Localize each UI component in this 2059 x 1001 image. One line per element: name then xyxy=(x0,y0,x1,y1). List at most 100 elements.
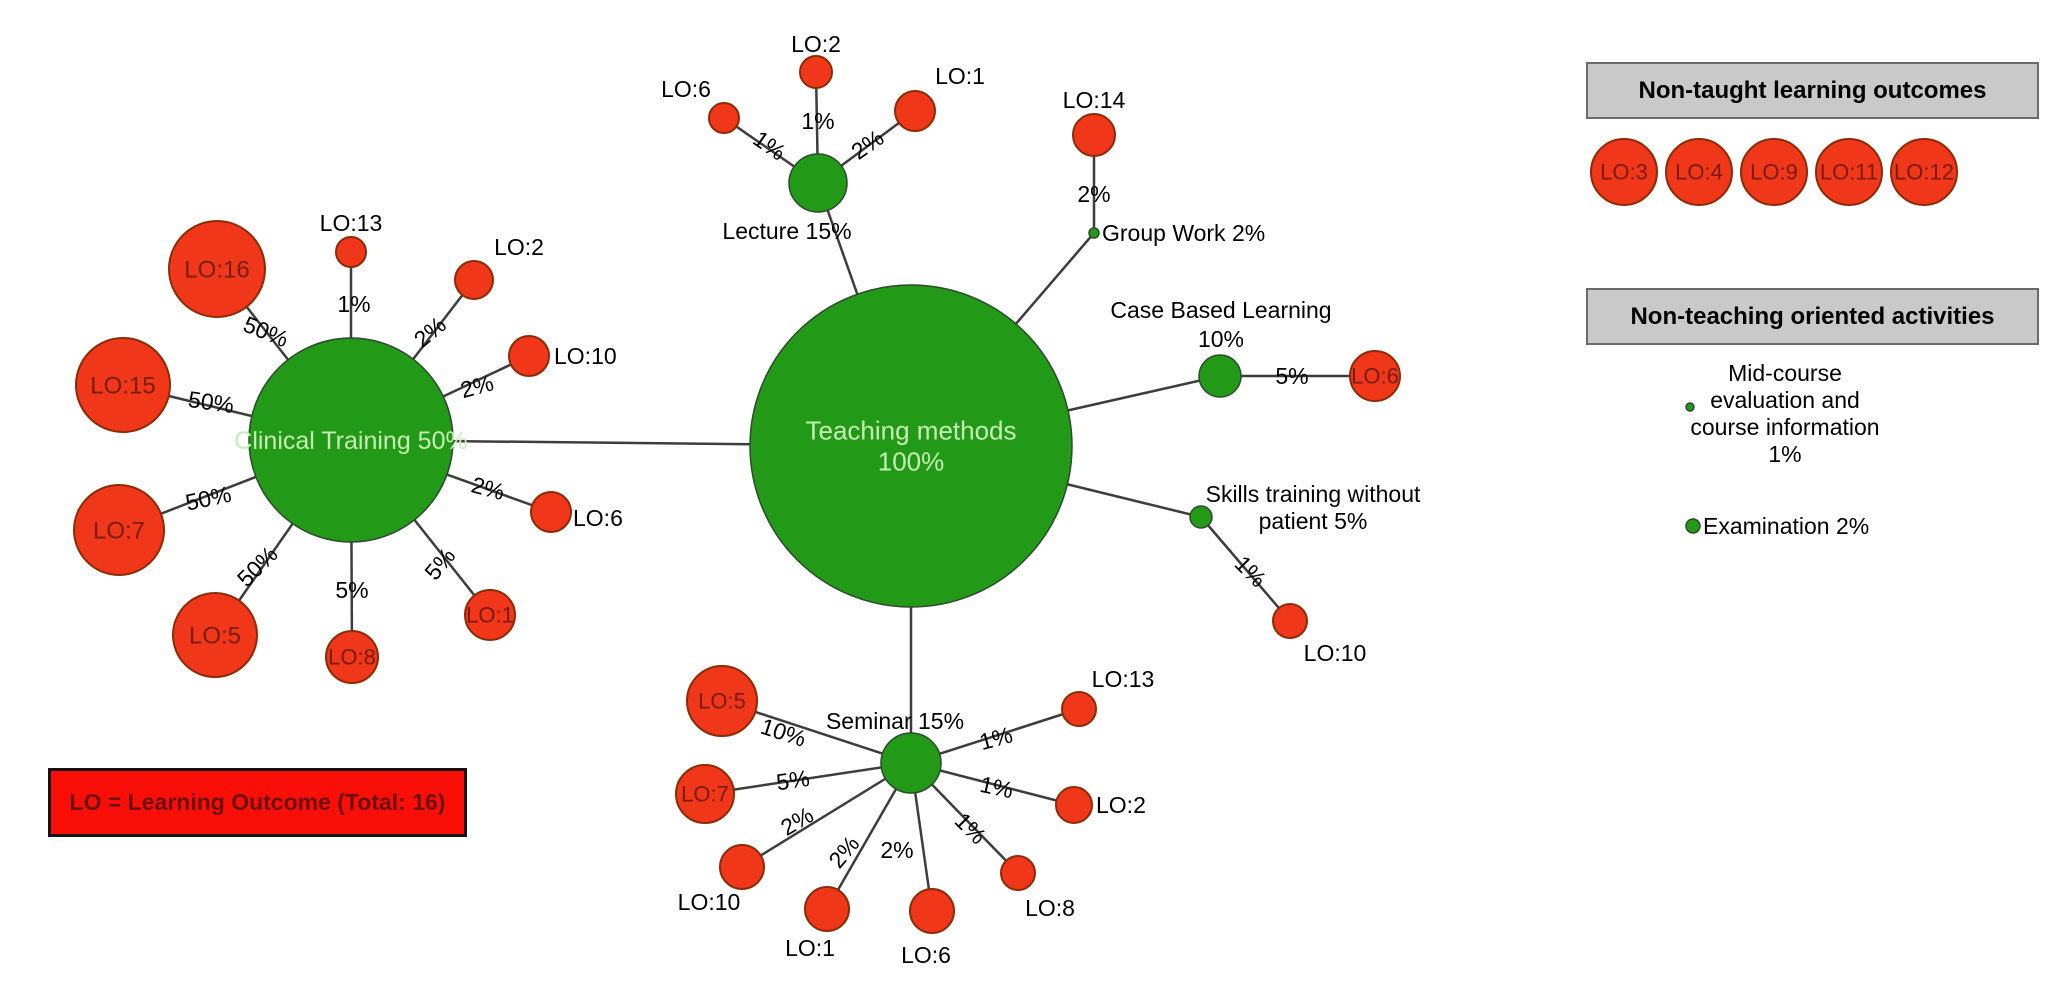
node-lo7-clinical xyxy=(73,484,165,576)
node-mid-course-dot xyxy=(1685,402,1695,412)
node-lo11-legend xyxy=(1815,138,1883,206)
label-lo1-lecture-label: LO:1 xyxy=(935,63,985,89)
node-lo16-clinical xyxy=(168,220,266,318)
learning-outcome-note-box: LO = Learning Outcome (Total: 16) xyxy=(48,768,467,837)
node-skills-training xyxy=(1189,505,1213,529)
label-lo14-label: LO:14 xyxy=(1063,87,1126,113)
node-lo6-seminar xyxy=(909,888,955,934)
label-lo10-clinical-label: LO:10 xyxy=(554,343,617,369)
node-lo15-clinical xyxy=(75,337,171,433)
label-lo1-seminar-label: LO:1 xyxy=(785,935,835,961)
label-lo8-seminar-label: LO:8 xyxy=(1025,895,1075,921)
label-mid-course-label: Mid-course evaluation and course informati… xyxy=(1690,360,1879,467)
node-label-lo7-seminar: LO:7 xyxy=(681,782,729,807)
edge-label-clinical-lo6: 2% xyxy=(469,471,508,505)
label-skills-label: Skills training without patient 5% xyxy=(1206,481,1421,534)
learning-outcome-note-text: LO = Learning Outcome (Total: 16) xyxy=(69,789,446,815)
node-label-lo7-clinical: LO:7 xyxy=(93,517,145,544)
node-lo6-clinical xyxy=(530,491,572,533)
node-lo1-seminar xyxy=(804,886,850,932)
edge-label-cbl-lo6: 5% xyxy=(1275,363,1308,389)
label-cbl-label: Case Based Learning 10% xyxy=(1110,297,1331,352)
label-lo6-lecture-label: LO:6 xyxy=(661,76,711,102)
edge-label-seminar-lo7: 5% xyxy=(775,765,812,795)
edge-label-clinical-lo16: 50% xyxy=(240,311,292,352)
edge-label-seminar-lo2: 1% xyxy=(978,771,1016,803)
node-label-lo12-legend: LO:12 xyxy=(1894,160,1954,185)
label-lo13-clinical-label: LO:13 xyxy=(320,210,383,236)
node-lo6-lecture xyxy=(708,102,740,134)
node-label-lo8-clinical: LO:8 xyxy=(328,645,376,670)
node-label-lo11-legend: LO:11 xyxy=(1820,160,1878,185)
label-lecture-label: Lecture 15% xyxy=(722,218,851,244)
edge-label-seminar-lo8: 1% xyxy=(950,807,992,849)
edge-label-clinical-lo15: 50% xyxy=(187,386,236,418)
edge-label-seminar-lo6: 2% xyxy=(880,837,913,863)
label-lo10-seminar-label: LO:10 xyxy=(678,889,741,915)
node-lo10-skills xyxy=(1272,603,1308,639)
node-lo10-clinical xyxy=(508,335,550,377)
edge-label-clinical-lo10: 2% xyxy=(458,369,497,403)
node-lo1-clinical xyxy=(464,589,516,641)
node-group-work-dot xyxy=(1088,227,1100,239)
node-lo3-legend xyxy=(1590,138,1658,206)
label-lo2-lecture-label: LO:2 xyxy=(791,31,841,57)
node-lo5-clinical xyxy=(172,592,258,678)
node-seminar xyxy=(880,732,942,794)
node-teaching xyxy=(749,284,1073,608)
edge-label-seminar-lo13: 1% xyxy=(977,721,1016,755)
node-clinical xyxy=(248,337,454,543)
node-label-lo15-clinical: LO:15 xyxy=(90,372,155,399)
non-teaching-legend-box: Non-teaching oriented activities xyxy=(1586,288,2039,345)
node-lo8-clinical xyxy=(325,630,379,684)
node-lecture xyxy=(788,153,848,213)
node-lo14-groupwork xyxy=(1072,113,1116,157)
node-lo6-cbl xyxy=(1349,350,1401,402)
node-label-lo5-seminar: LO:5 xyxy=(698,689,746,714)
edge-label-seminar-lo10: 2% xyxy=(776,802,818,841)
edge-label-seminar-lo1: 2% xyxy=(823,831,864,873)
node-lo5-seminar xyxy=(686,665,758,737)
node-label-lo4-legend: LO:4 xyxy=(1675,160,1723,185)
node-label-lo5-clinical: LO:5 xyxy=(189,622,241,649)
non-taught-legend-box: Non-taught learning outcomes xyxy=(1586,62,2039,119)
edge-label-clinical-lo8: 5% xyxy=(335,577,368,603)
edge-seminar-lo7 xyxy=(704,761,912,796)
node-label-lo1-clinical: LO:1 xyxy=(466,603,514,628)
non-teaching-legend-title: Non-teaching oriented activities xyxy=(1630,302,1995,330)
node-lo10-seminar xyxy=(719,844,765,890)
node-lo1-lecture xyxy=(894,90,936,132)
label-lo2-clinical-label: LO:2 xyxy=(494,234,544,260)
node-lo9-legend xyxy=(1740,138,1808,206)
edge-label-lecture-lo2: 1% xyxy=(801,108,834,134)
edge-label-clinical-lo13: 1% xyxy=(337,291,370,317)
node-examination-dot xyxy=(1685,518,1701,534)
node-label-lo9-legend: LO:9 xyxy=(1750,160,1798,185)
node-lo13-clinical xyxy=(335,236,367,268)
node-label-lo3-legend: LO:3 xyxy=(1600,160,1648,185)
label-lo6-clinical-label: LO:6 xyxy=(573,505,623,531)
node-lo2-lecture xyxy=(799,55,833,89)
edge-label-clinical-lo7: 50% xyxy=(183,481,233,516)
node-lo2-seminar xyxy=(1055,786,1093,824)
node-lo8-seminar xyxy=(1000,855,1036,891)
node-lo13-seminar xyxy=(1061,691,1097,727)
node-case-based-learning xyxy=(1198,354,1242,398)
label-examination-label: Examination 2% xyxy=(1703,513,1869,539)
label-seminar-label: Seminar 15% xyxy=(826,708,964,734)
non-taught-legend-title: Non-taught learning outcomes xyxy=(1638,76,1987,104)
node-lo4-legend xyxy=(1665,138,1733,206)
edge-label-clinical-lo1: 5% xyxy=(419,543,460,585)
label-lo6-seminar-label: LO:6 xyxy=(901,942,951,968)
edge-label-groupwork-lo14: 2% xyxy=(1077,181,1110,207)
label-lo10-skills-label: LO:10 xyxy=(1304,640,1367,666)
edge-seminar-lo10 xyxy=(741,761,912,869)
edge-label-seminar-lo5: 10% xyxy=(758,713,810,752)
node-label-lo6-cbl: LO:6 xyxy=(1351,364,1399,389)
label-group-work-label: Group Work 2% xyxy=(1102,220,1265,246)
node-label-teaching: Teaching methods 100% xyxy=(805,416,1016,477)
node-lo2-clinical xyxy=(454,260,494,300)
label-lo2-seminar-label: LO:2 xyxy=(1096,792,1146,818)
